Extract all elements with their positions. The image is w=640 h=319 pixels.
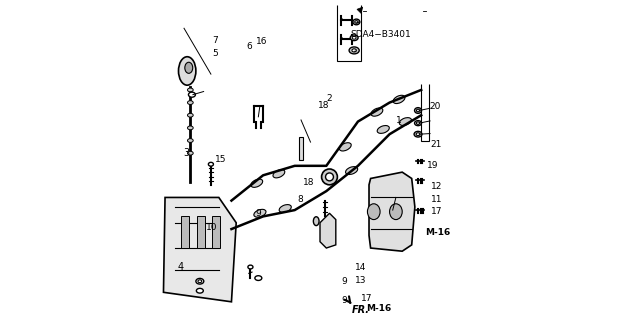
Text: 7: 7 [212, 36, 218, 45]
Text: 19: 19 [427, 161, 438, 170]
Ellipse shape [417, 109, 420, 112]
Ellipse shape [352, 36, 356, 39]
Text: 21: 21 [431, 140, 442, 149]
Ellipse shape [371, 108, 383, 116]
Text: 16: 16 [256, 37, 268, 46]
Text: 20: 20 [429, 102, 441, 111]
Text: 3: 3 [184, 148, 189, 158]
Ellipse shape [416, 133, 420, 136]
Ellipse shape [188, 88, 193, 92]
Ellipse shape [415, 121, 422, 126]
Polygon shape [357, 7, 363, 13]
Text: 2: 2 [326, 94, 332, 103]
Text: M-16: M-16 [425, 228, 450, 237]
Text: 12: 12 [431, 182, 442, 191]
Ellipse shape [349, 47, 359, 54]
Ellipse shape [209, 162, 213, 166]
Text: 15: 15 [215, 155, 227, 164]
Text: M-16: M-16 [367, 304, 392, 313]
Ellipse shape [196, 278, 204, 284]
Ellipse shape [390, 204, 402, 219]
Text: SDA4−B3401: SDA4−B3401 [350, 30, 411, 39]
Text: 9: 9 [342, 296, 348, 305]
Ellipse shape [352, 49, 356, 52]
Polygon shape [300, 137, 303, 160]
Bar [212, 216, 220, 248]
Text: 17: 17 [431, 207, 442, 216]
Text: 18: 18 [319, 100, 330, 110]
Text: 5: 5 [212, 49, 218, 58]
Polygon shape [163, 197, 236, 302]
Text: 18: 18 [303, 178, 314, 187]
Ellipse shape [417, 122, 420, 124]
Ellipse shape [314, 217, 319, 226]
Text: 14: 14 [355, 263, 366, 272]
Ellipse shape [355, 21, 358, 23]
Ellipse shape [339, 143, 351, 151]
Ellipse shape [251, 179, 262, 187]
Ellipse shape [377, 126, 389, 133]
Text: 10: 10 [205, 223, 217, 232]
Text: 4: 4 [177, 262, 183, 272]
Polygon shape [320, 213, 336, 248]
Bar [181, 216, 189, 248]
Ellipse shape [185, 62, 193, 73]
Text: 9: 9 [342, 277, 348, 286]
Text: 11: 11 [431, 195, 442, 204]
Ellipse shape [415, 108, 422, 113]
Text: 17: 17 [360, 294, 372, 303]
Ellipse shape [198, 280, 202, 283]
Ellipse shape [399, 118, 412, 125]
Ellipse shape [188, 101, 193, 105]
Ellipse shape [414, 131, 422, 137]
Ellipse shape [367, 204, 380, 219]
Ellipse shape [188, 139, 193, 142]
Ellipse shape [350, 35, 358, 41]
Ellipse shape [273, 170, 285, 178]
Ellipse shape [326, 173, 333, 181]
Ellipse shape [255, 276, 262, 280]
Ellipse shape [393, 95, 405, 104]
Text: FR.: FR. [351, 305, 370, 315]
Ellipse shape [188, 92, 195, 97]
Ellipse shape [353, 19, 360, 25]
Ellipse shape [248, 265, 253, 269]
Text: 13: 13 [355, 276, 366, 285]
Ellipse shape [188, 113, 193, 117]
Ellipse shape [188, 126, 193, 130]
Bar [196, 216, 205, 248]
Ellipse shape [188, 151, 193, 155]
Text: 1: 1 [396, 116, 402, 125]
Text: 6: 6 [246, 42, 252, 51]
Ellipse shape [279, 204, 291, 212]
Ellipse shape [179, 57, 196, 85]
Text: 9: 9 [255, 209, 261, 219]
Ellipse shape [196, 288, 204, 293]
Polygon shape [369, 172, 415, 251]
Text: 8: 8 [298, 196, 303, 204]
Ellipse shape [346, 167, 358, 174]
Ellipse shape [321, 169, 337, 185]
Ellipse shape [254, 209, 266, 217]
